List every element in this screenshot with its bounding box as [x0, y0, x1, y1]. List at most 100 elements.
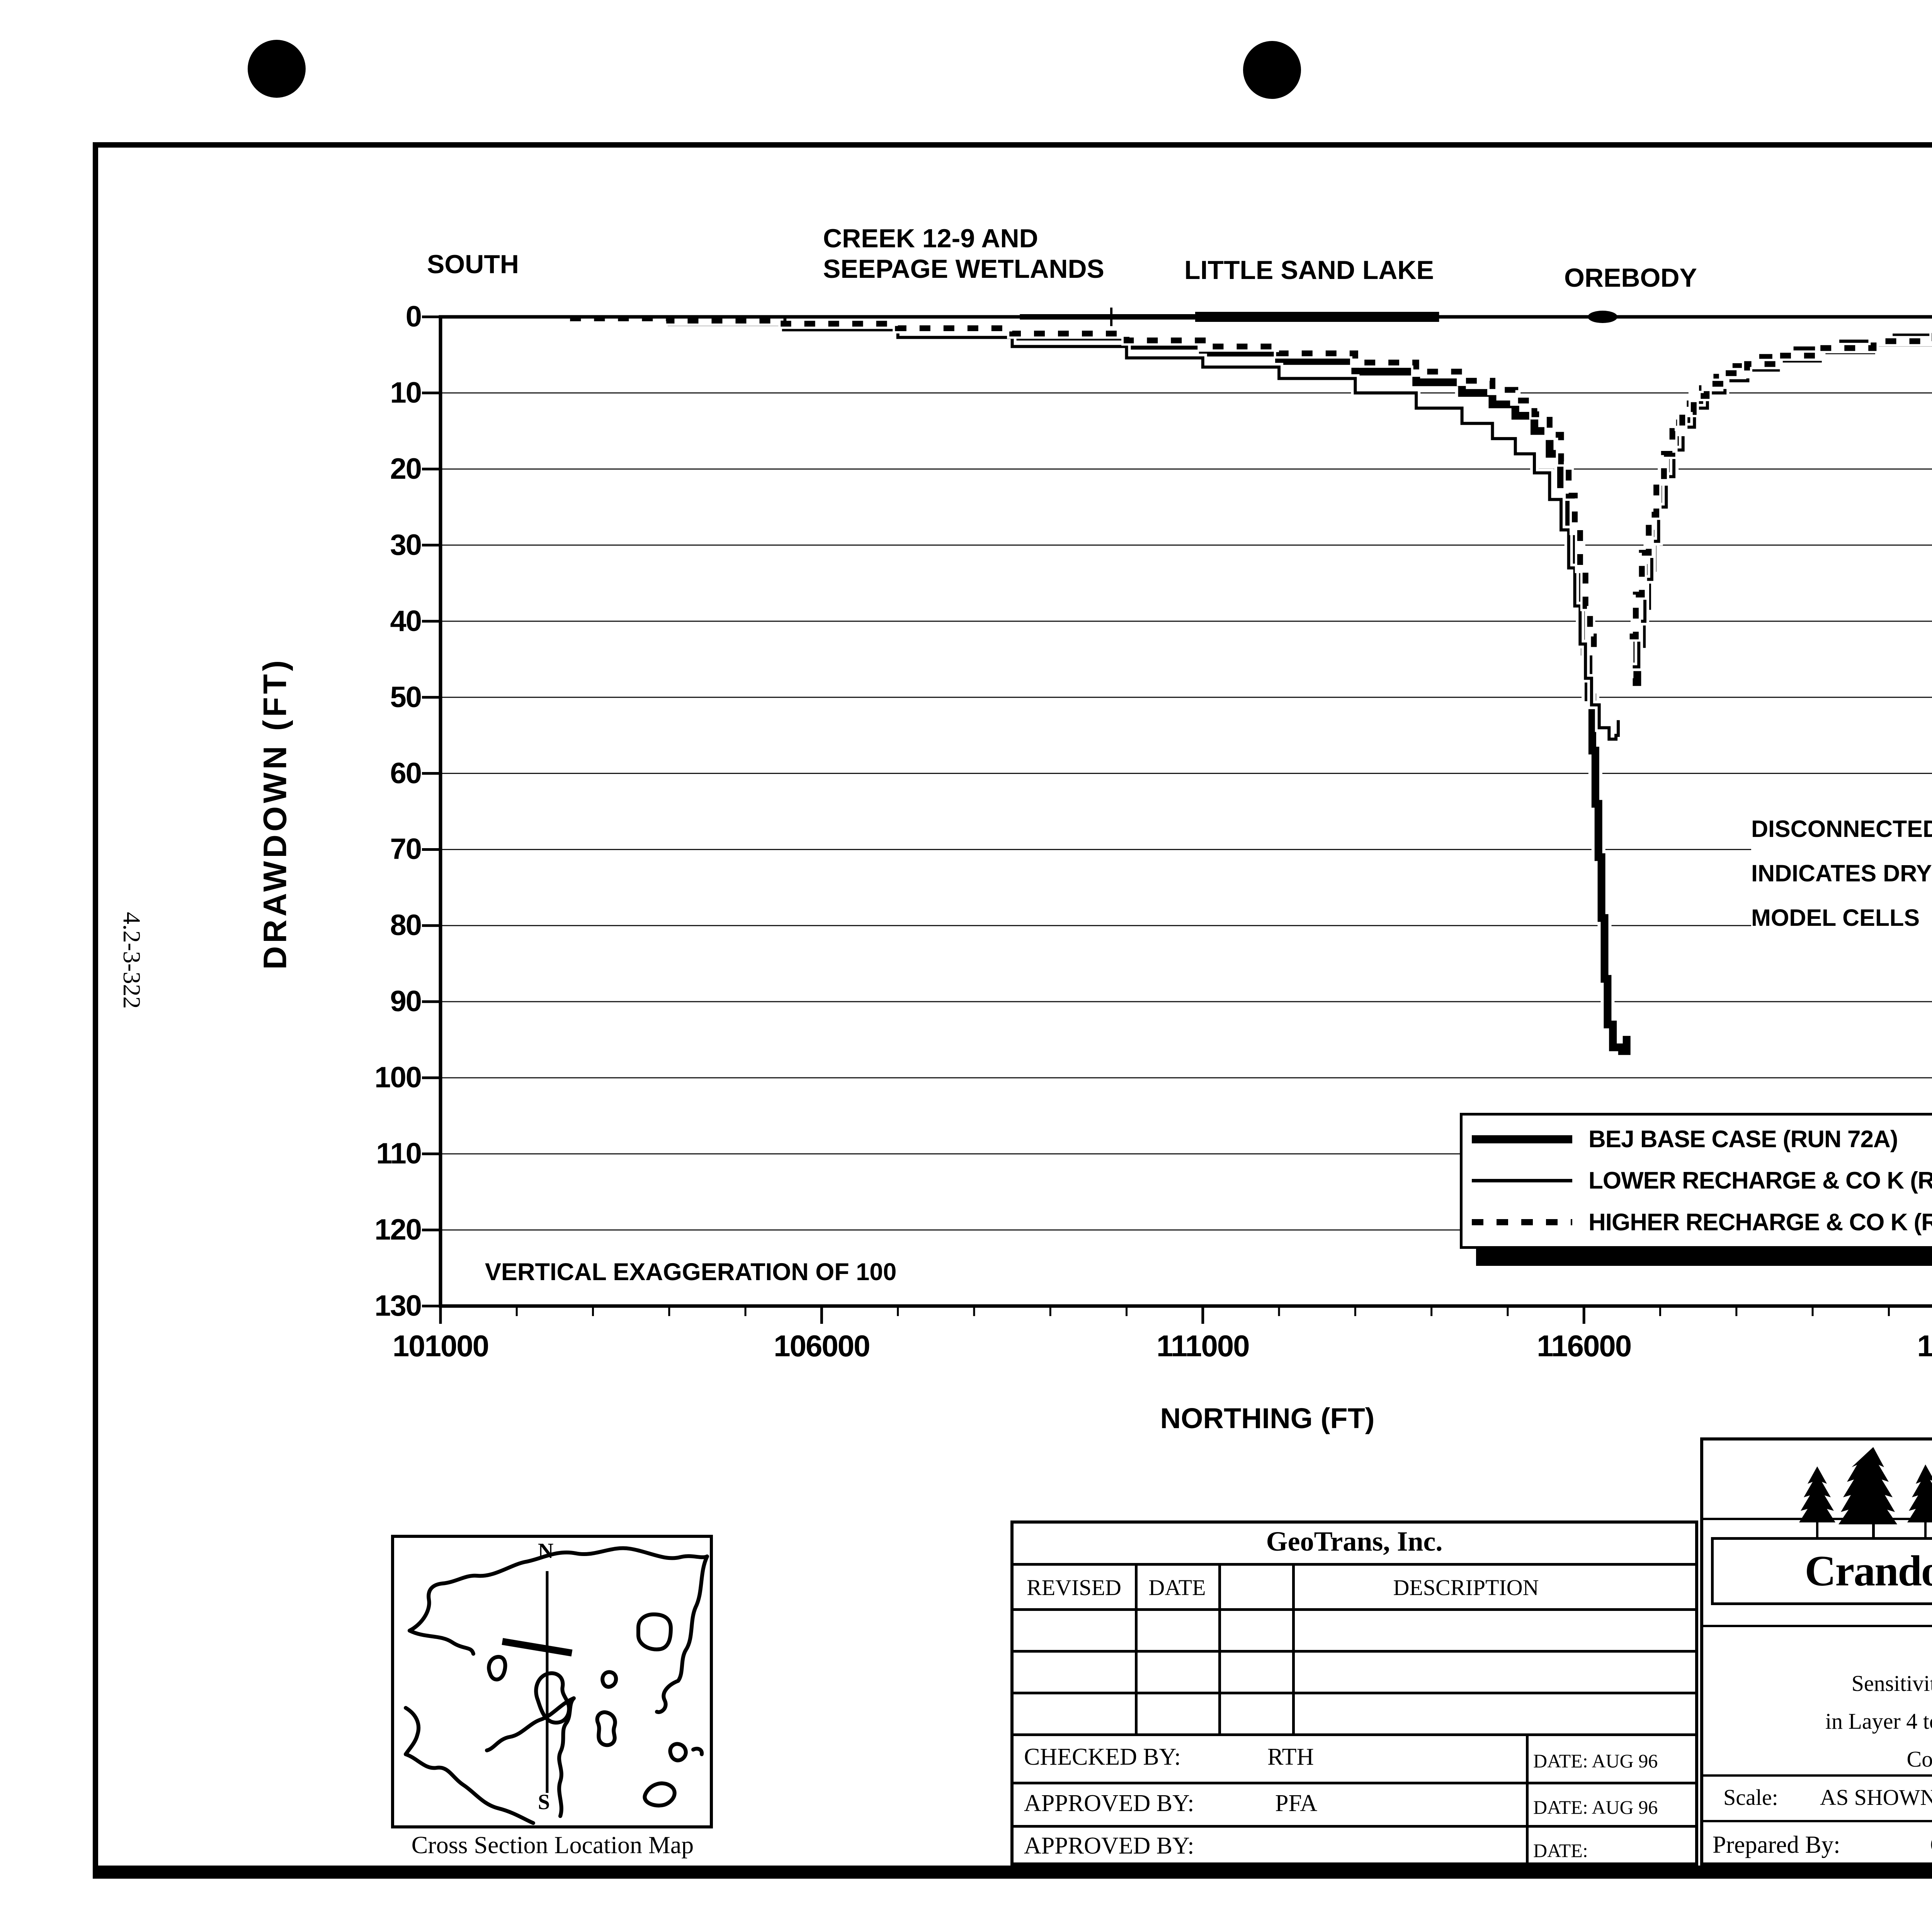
checked-by-value: RTH — [1267, 1744, 1314, 1770]
table-column-line — [1292, 1563, 1295, 1733]
x-tick-label: 111000 — [1156, 1329, 1250, 1363]
legend-label: LOWER RECHARGE & CO K (RUN 72G) — [1588, 1167, 1932, 1194]
header-revised: REVISED — [1027, 1575, 1121, 1600]
map-pond-east — [668, 1742, 688, 1762]
x-tick-label: 106000 — [774, 1329, 870, 1363]
checked-by-label: CHECKED BY: — [1024, 1744, 1181, 1770]
series-dashed — [1629, 333, 1932, 639]
map-north-label: N — [538, 1539, 554, 1563]
header-date: DATE — [1148, 1575, 1206, 1600]
x-tick-label: 121000 — [1917, 1329, 1932, 1363]
header-description: DESCRIPTION — [1393, 1575, 1539, 1600]
x-tick-label: 101000 — [392, 1329, 489, 1363]
map-boundary-east — [676, 1554, 709, 1683]
table-rule — [1010, 1733, 1698, 1736]
series-casing — [1633, 335, 1932, 671]
map-boundary-east2 — [655, 1679, 680, 1714]
cross-section-location-map: N S — [391, 1535, 713, 1828]
approved-date: DATE: AUG 96 — [1533, 1796, 1658, 1818]
y-tick-label: 110 — [376, 1137, 422, 1170]
map-boundary-west — [404, 1706, 421, 1756]
map-lake-center — [534, 1671, 571, 1725]
label-south: SOUTH — [427, 250, 519, 279]
series-thick-solid — [570, 315, 1631, 1055]
little-sand-lake-bar — [1195, 312, 1439, 322]
table-rule — [1010, 1825, 1698, 1828]
approved-by-label: APPROVED BY: — [1024, 1790, 1194, 1816]
figure-number: FIGURE 7.19 — [1700, 1631, 1932, 1659]
thick-line-sample-icon — [1472, 1135, 1572, 1144]
table-rule — [1010, 1608, 1698, 1611]
table-column-line — [1526, 1733, 1529, 1866]
title-block-rule — [1700, 1774, 1932, 1777]
label-creek-12-9: CREEK 12-9 AND SEEPAGE WETLANDS — [823, 224, 1104, 284]
legend-label: BEJ BASE CASE (RUN 72A) — [1588, 1126, 1898, 1153]
drawing-border — [93, 142, 1932, 1879]
title-block-rule — [1700, 1820, 1932, 1822]
y-tick-label: 130 — [374, 1289, 422, 1322]
map-pond-east2 — [691, 1747, 704, 1756]
series-casing — [570, 312, 1634, 1058]
x-axis-title: NORTHING (FT) — [1160, 1402, 1375, 1434]
y-tick-label: 40 — [390, 604, 422, 638]
map-boundary-south — [404, 1752, 535, 1825]
punch-hole-icon — [248, 40, 306, 98]
thin-line-sample-icon — [1472, 1179, 1572, 1183]
figure-caption: Sensitivity of Water Levels along Column… — [1825, 1671, 1932, 1772]
map-boundary-north — [408, 1546, 709, 1633]
checked-date: DATE: AUG 96 — [1533, 1750, 1658, 1772]
legend-entry: LOWER RECHARGE & CO K (RUN 72G) — [1472, 1167, 1932, 1194]
sheet-number-sidebar: 4.2-3-322 — [118, 912, 146, 1009]
y-tick-label: 90 — [390, 985, 422, 1018]
chart-legend: BEJ BASE CASE (RUN 72A) LOWER RECHARGE &… — [1460, 1113, 1932, 1249]
y-tick-label: 100 — [374, 1061, 422, 1094]
label-little-sand-lake: LITTLE SAND LAKE — [1184, 255, 1434, 285]
scale-value: AS SHOWN — [1820, 1785, 1932, 1810]
x-tick-label: 116000 — [1537, 1329, 1632, 1363]
y-axis-title: DRAWDOWN (FT) — [257, 657, 293, 970]
y-tick-label: 0 — [405, 300, 422, 333]
scale-label: Scale: — [1723, 1785, 1778, 1810]
y-tick-label: 120 — [374, 1213, 422, 1247]
table-column-line — [1135, 1563, 1138, 1733]
label-orebody: OREBODY — [1564, 263, 1697, 293]
map-pond-southeast — [643, 1781, 677, 1808]
prepared-by-label: Prepared By: — [1713, 1831, 1840, 1858]
series-casing — [570, 313, 1599, 656]
dashed-line-sample-icon — [1472, 1219, 1572, 1226]
series-thin-solid — [570, 319, 1620, 741]
legend-label: HIGHER RECHARGE & CO K (RUN 72F) — [1588, 1209, 1932, 1236]
map-cross-section-mark — [502, 1638, 573, 1656]
y-tick-label: 70 — [390, 833, 422, 866]
map-boundary-branch — [408, 1629, 475, 1656]
table-column-line — [1218, 1563, 1221, 1733]
table-rule — [1010, 1692, 1698, 1694]
y-tick-label: 80 — [390, 909, 422, 942]
legend-entry: HIGHER RECHARGE & CO K (RUN 72F) — [1472, 1209, 1932, 1236]
legend-entry: BEJ BASE CASE (RUN 72A) — [1472, 1126, 1932, 1153]
table-rule — [1010, 1650, 1698, 1653]
creek-12-9-seepage-wetlands-bar — [1020, 314, 1196, 320]
annotation-vertical-exaggeration: VERTICAL EXAGGERATION OF 100 — [485, 1259, 897, 1286]
annotation-disconnected-line: DISCONNECTED LINE INDICATES DRY MODEL CE… — [1751, 805, 1932, 942]
company-name-box: Crandon Mining Company — [1711, 1537, 1932, 1605]
table-rule — [1010, 1782, 1698, 1784]
map-pond-center2 — [595, 1710, 617, 1747]
approved-date-2: DATE: — [1533, 1840, 1588, 1861]
y-tick-label: 30 — [390, 528, 422, 561]
map-lake-east — [636, 1612, 673, 1651]
company-name: Crandon Mining Company — [1804, 1547, 1932, 1595]
map-pond-center — [600, 1670, 618, 1689]
title-block-rule — [1700, 1625, 1932, 1627]
drawdown-chart-plot — [422, 308, 1932, 1324]
revision-table-company: GeoTrans, Inc. — [1266, 1526, 1443, 1557]
series-dashed — [570, 315, 1597, 656]
y-tick-label: 50 — [390, 680, 422, 714]
y-tick-label: 60 — [390, 757, 422, 790]
logo-ground-line — [1700, 1518, 1932, 1520]
punch-hole-icon — [1243, 41, 1301, 99]
prepared-by-value: GeoTrans, Inc. — [1930, 1831, 1932, 1859]
table-rule — [1010, 1563, 1698, 1566]
orebody-marker — [1588, 311, 1618, 323]
approved-by-value: PFA — [1275, 1790, 1318, 1816]
